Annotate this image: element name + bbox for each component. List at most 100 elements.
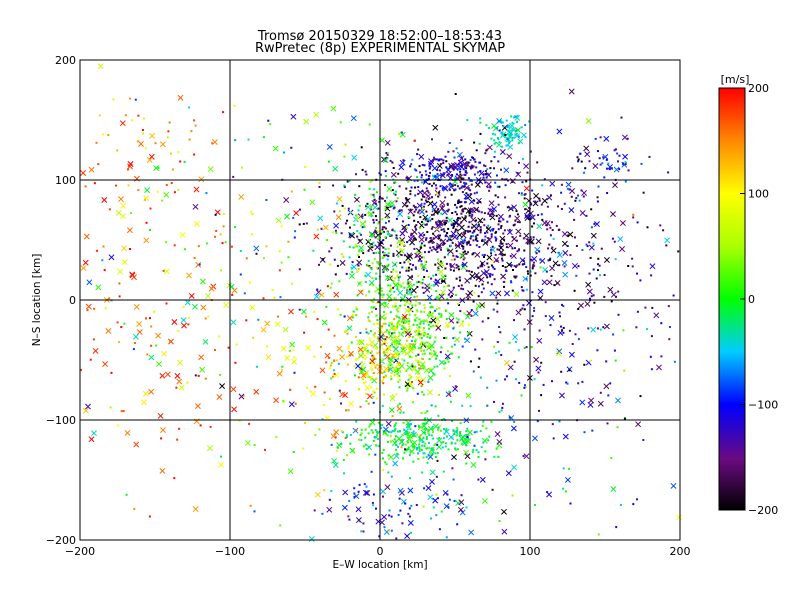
data-point-dot — [385, 313, 388, 315]
data-point-dot — [193, 119, 196, 122]
data-point-dot — [496, 341, 499, 343]
data-point-dot — [430, 353, 432, 356]
data-point-dot — [420, 342, 422, 345]
data-point-cross — [317, 215, 324, 222]
data-point-dot — [538, 197, 541, 200]
data-point-dot — [384, 221, 387, 224]
data-point-dot — [443, 285, 446, 288]
data-point-dot — [416, 281, 418, 284]
data-point-dot — [390, 440, 392, 443]
data-point-cross — [474, 251, 481, 258]
data-point-dot — [510, 264, 513, 267]
data-point-dot — [365, 173, 368, 176]
data-point-dot — [438, 191, 441, 194]
data-point-dot — [646, 328, 649, 331]
data-point-dot — [239, 273, 242, 276]
data-point-dot — [245, 257, 248, 260]
data-point-dot — [447, 253, 449, 256]
data-point-dot — [440, 314, 443, 317]
data-point-cross — [468, 529, 475, 536]
data-point-dot — [558, 420, 561, 423]
data-point-dot — [153, 310, 156, 313]
data-point-dot — [387, 471, 390, 474]
data-point-dot — [480, 263, 483, 265]
data-point-dot — [524, 208, 527, 211]
data-point-dot — [527, 272, 529, 275]
data-point-dot — [149, 317, 151, 320]
data-point-dot — [177, 188, 180, 191]
data-point-dot — [503, 229, 506, 232]
data-point-dot — [420, 174, 423, 177]
data-point-cross — [336, 196, 343, 203]
data-point-cross — [364, 490, 371, 496]
data-point-dot — [469, 360, 472, 363]
data-point-dot — [403, 261, 406, 264]
data-point-dot — [473, 199, 476, 202]
data-point-cross — [283, 197, 290, 203]
data-point-dot — [374, 366, 377, 369]
data-point-dot — [425, 173, 428, 176]
data-point-dot — [598, 264, 601, 267]
data-point-dot — [92, 338, 95, 341]
data-point-cross — [420, 429, 427, 436]
data-point-dot — [446, 167, 449, 170]
data-point-dot — [479, 226, 482, 229]
data-point-dot — [493, 142, 496, 145]
data-point-dot — [390, 377, 393, 380]
data-point-dot — [397, 514, 400, 516]
data-point-dot — [458, 304, 460, 306]
data-point-cross — [407, 208, 414, 215]
data-point-dot — [456, 523, 459, 526]
data-point-dot — [438, 220, 441, 223]
data-point-dot — [407, 441, 409, 444]
data-point-dot — [327, 328, 330, 331]
data-point-dot — [448, 390, 451, 393]
data-point-dot — [418, 437, 421, 440]
data-point-dot — [220, 455, 222, 458]
data-point-dot — [486, 186, 489, 189]
data-point-dot — [337, 308, 340, 311]
data-point-dot — [393, 305, 396, 308]
data-point-cross — [184, 299, 191, 306]
data-point-dot — [408, 313, 411, 316]
data-point-dot — [360, 368, 363, 371]
data-point-dot — [517, 135, 520, 138]
data-point-dot — [451, 345, 453, 348]
data-point-dot — [298, 268, 301, 271]
data-point-dot — [493, 278, 496, 281]
data-point-dot — [456, 185, 459, 188]
data-point-dot — [552, 237, 555, 240]
data-point-cross — [102, 361, 109, 368]
data-point-dot — [110, 371, 113, 374]
data-point-dot — [396, 245, 399, 248]
data-point-dot — [177, 330, 180, 333]
data-point-dot — [420, 333, 423, 336]
data-point-dot — [393, 331, 396, 334]
data-point-dot — [435, 514, 438, 517]
data-point-dot — [602, 326, 605, 329]
data-point-dot — [456, 213, 458, 216]
colorbar-tick-label: 200 — [748, 82, 769, 95]
data-point-cross — [458, 435, 465, 442]
data-point-dot — [495, 239, 497, 242]
data-point-dot — [281, 365, 284, 368]
data-point-dot — [427, 380, 430, 383]
data-point-dot — [465, 434, 468, 437]
data-point-dot — [417, 275, 420, 278]
data-point-dot — [485, 427, 488, 430]
data-point-cross — [500, 273, 507, 280]
data-point-cross — [381, 513, 388, 520]
data-point-cross — [119, 120, 126, 127]
data-point-dot — [570, 195, 573, 198]
data-point-dot — [525, 346, 528, 349]
data-point-dot — [118, 341, 121, 344]
data-point-dot — [515, 132, 518, 135]
data-point-dot — [551, 423, 554, 426]
data-point-dot — [417, 280, 420, 283]
data-point-dot — [395, 200, 398, 203]
data-point-dot — [454, 222, 456, 225]
data-point-dot — [422, 422, 425, 425]
data-point-dot — [421, 278, 424, 281]
data-point-cross — [207, 445, 213, 452]
data-point-dot — [402, 457, 405, 460]
